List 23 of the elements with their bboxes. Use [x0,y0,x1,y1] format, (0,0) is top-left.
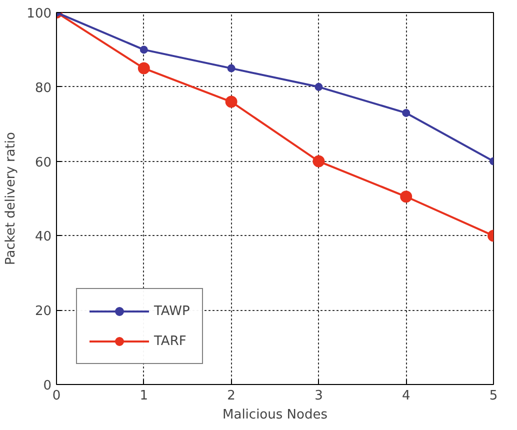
y-tick-label: 60 [34,155,52,170]
y-tick-label: 80 [34,80,52,96]
point [402,108,410,117]
point [400,190,412,203]
point [314,82,323,91]
point [312,155,325,168]
point [225,96,238,108]
x-tick-label: 5 [489,388,498,404]
point [227,64,236,72]
x-tick-label: 3 [314,388,323,404]
y-tick-label: 100 [26,6,52,22]
legend-label: TAWP [154,304,190,318]
y-tick-label: 40 [34,230,52,245]
x-tick-label: 4 [402,388,410,404]
x-axis-title: Malicious Nodes [222,408,328,422]
x-tick-label: 1 [140,388,148,404]
y-tick-label: 20 [34,304,52,320]
legend-label: TARF [154,334,186,348]
point [138,62,150,74]
y-axis-title: Packet delivery ratio [4,132,19,265]
x-tick-label: 2 [227,388,236,404]
y-tick-label: 0 [43,378,52,394]
point [140,46,148,54]
